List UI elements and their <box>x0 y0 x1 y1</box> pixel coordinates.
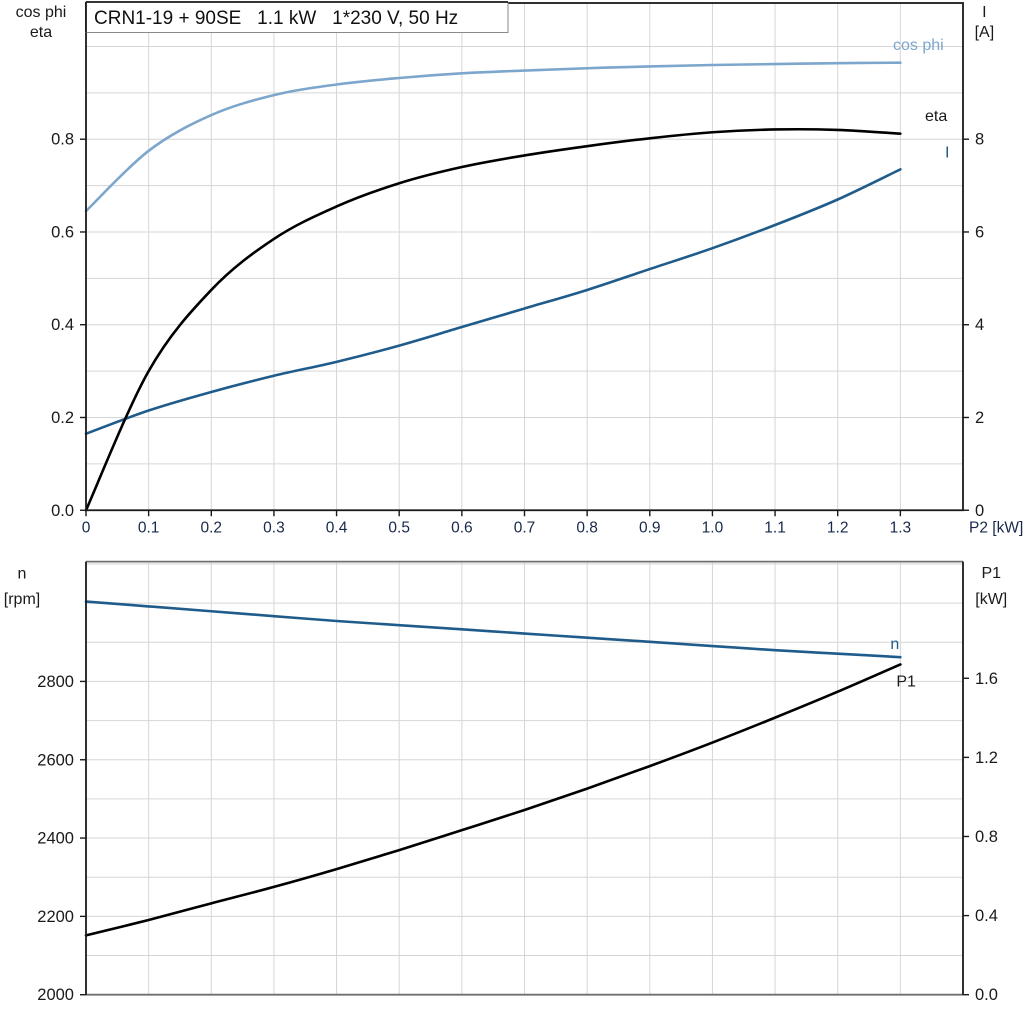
svg-text:0.5: 0.5 <box>388 519 410 536</box>
svg-text:2800: 2800 <box>37 673 74 691</box>
svg-text:cos phi: cos phi <box>16 4 67 21</box>
svg-text:P2 [kW]: P2 [kW] <box>969 519 1023 536</box>
svg-text:1.6: 1.6 <box>975 670 998 688</box>
svg-text:P1: P1 <box>896 673 916 690</box>
svg-text:8: 8 <box>975 131 984 149</box>
svg-text:0.3: 0.3 <box>263 519 285 536</box>
svg-text:0.4: 0.4 <box>975 907 998 925</box>
svg-text:I: I <box>982 4 986 21</box>
svg-text:4: 4 <box>975 316 984 334</box>
svg-text:n: n <box>18 565 27 582</box>
svg-text:eta: eta <box>30 24 52 41</box>
svg-text:0: 0 <box>82 519 91 536</box>
svg-text:0.4: 0.4 <box>51 316 74 334</box>
svg-text:0.2: 0.2 <box>51 409 74 427</box>
svg-text:0.1: 0.1 <box>138 519 160 536</box>
svg-text:[A]: [A] <box>975 24 995 41</box>
svg-text:2000: 2000 <box>37 986 74 1004</box>
svg-text:[rpm]: [rpm] <box>4 591 40 608</box>
svg-text:1.2: 1.2 <box>827 519 849 536</box>
svg-text:1.3: 1.3 <box>890 519 912 536</box>
svg-text:0.7: 0.7 <box>514 519 536 536</box>
svg-text:eta: eta <box>925 108 947 125</box>
svg-text:0.2: 0.2 <box>201 519 223 536</box>
svg-text:0.8: 0.8 <box>51 131 74 149</box>
svg-text:2200: 2200 <box>37 908 74 926</box>
svg-text:0.9: 0.9 <box>639 519 661 536</box>
svg-text:0.6: 0.6 <box>51 223 74 241</box>
svg-text:0.0: 0.0 <box>975 986 998 1004</box>
svg-text:P1: P1 <box>981 565 1001 582</box>
svg-text:n: n <box>890 636 899 653</box>
svg-text:0: 0 <box>975 502 984 520</box>
svg-text:I: I <box>945 144 949 161</box>
svg-text:1.2: 1.2 <box>975 749 998 767</box>
svg-text:0.4: 0.4 <box>326 519 348 536</box>
svg-text:CRN1-19 + 90SE 1.1 kW 1*23: CRN1-19 + 90SE 1.1 kW 1*230 V, 50 Hz <box>94 8 458 29</box>
svg-text:0.8: 0.8 <box>975 828 998 846</box>
svg-text:[kW]: [kW] <box>975 591 1007 608</box>
svg-text:1.1: 1.1 <box>764 519 786 536</box>
svg-text:2400: 2400 <box>37 830 74 848</box>
svg-text:2600: 2600 <box>37 751 74 769</box>
svg-text:6: 6 <box>975 223 984 241</box>
svg-text:0.6: 0.6 <box>451 519 473 536</box>
svg-text:cos phi: cos phi <box>893 37 944 54</box>
svg-text:1.0: 1.0 <box>702 519 724 536</box>
svg-text:0.8: 0.8 <box>576 519 598 536</box>
svg-text:2: 2 <box>975 409 984 427</box>
svg-text:0.0: 0.0 <box>51 502 74 520</box>
